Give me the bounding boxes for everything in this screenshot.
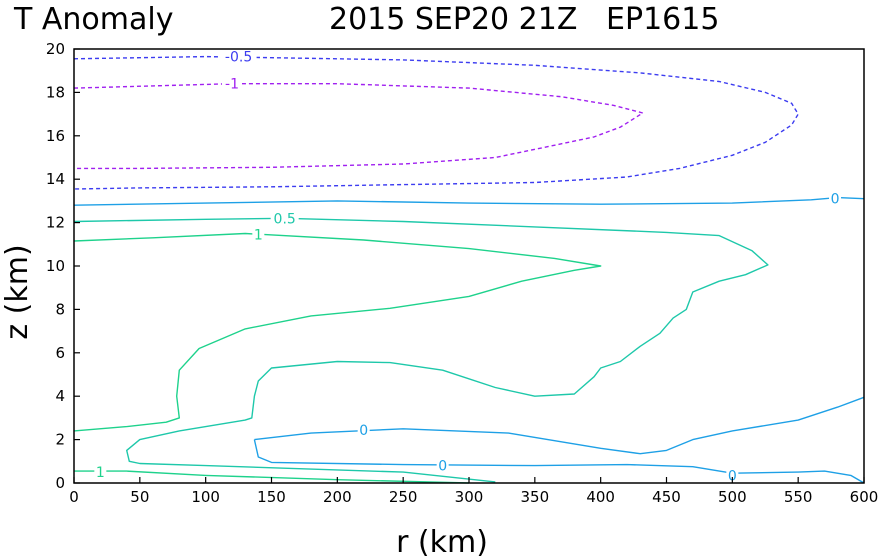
contour-line xyxy=(73,217,769,483)
contour-label-mask xyxy=(94,464,107,481)
y-tick-label: 2 xyxy=(55,431,65,449)
x-tick-label: 400 xyxy=(586,488,615,506)
x-tick-label: 450 xyxy=(652,488,681,506)
x-tick-label: 250 xyxy=(389,488,418,506)
x-axis: 0 50 100 150 200 250 300 350 400 450 500 550 600 xyxy=(69,477,878,506)
contour-label-mask xyxy=(436,457,449,474)
contour-label: 1 xyxy=(96,465,105,481)
contour-label: 0 xyxy=(359,423,368,439)
x-axis-label: r (km) xyxy=(396,525,488,559)
contour-line xyxy=(254,396,865,455)
contour-label-mask xyxy=(357,421,370,438)
x-tick-label: 200 xyxy=(323,488,352,506)
y-axis: 0 2 4 6 8 10 12 14 16 18 20 xyxy=(46,40,80,492)
y-tick-label: 18 xyxy=(46,83,65,101)
contour-label-mask xyxy=(252,226,265,243)
x-tick-label: 300 xyxy=(455,488,484,506)
x-tick-label: 350 xyxy=(521,488,550,506)
x-tick-label: 100 xyxy=(191,488,220,506)
x-tick-label: 50 xyxy=(130,488,149,506)
contour-line xyxy=(253,439,865,484)
contour-label: 1 xyxy=(254,228,263,244)
y-tick-label: 6 xyxy=(55,344,65,362)
y-tick-label: 12 xyxy=(46,214,65,232)
contour-line xyxy=(73,83,644,170)
x-tick-label: 500 xyxy=(718,488,747,506)
y-tick-label: 16 xyxy=(46,127,65,145)
contour-label: 0 xyxy=(831,192,840,208)
contour-label-mask xyxy=(222,75,242,92)
x-tick-label: 0 xyxy=(69,488,79,506)
contour-line xyxy=(73,196,865,206)
y-tick-label: 14 xyxy=(46,170,65,188)
y-tick-label: 8 xyxy=(55,300,65,318)
y-tick-label: 4 xyxy=(55,387,65,405)
contour-label-mask xyxy=(270,210,299,227)
contour-lines: -0.5 -1 0 0.5 1 0 0 0 1 xyxy=(73,48,865,484)
y-axis-label: z (km) xyxy=(0,244,35,339)
contour-label: 0 xyxy=(438,459,447,475)
contour-label-mask xyxy=(829,190,842,207)
x-tick-label: 150 xyxy=(257,488,286,506)
contour-line xyxy=(73,55,799,190)
y-tick-label: 20 xyxy=(46,40,65,58)
plot-frame xyxy=(73,48,865,484)
contour-label: 0.5 xyxy=(274,211,296,227)
contour-label: -0.5 xyxy=(225,50,252,66)
chart-title-right: 2015 SEP20 21Z EP1615 xyxy=(329,2,719,37)
y-tick-label: 0 xyxy=(55,474,65,492)
contour-line xyxy=(73,232,602,432)
contour-label-mask xyxy=(726,467,739,484)
chart-title-left: T Anomaly xyxy=(13,2,173,37)
contour-label: 0 xyxy=(728,468,737,484)
x-tick-label: 550 xyxy=(784,488,813,506)
y-tick-label: 10 xyxy=(46,257,65,275)
contour-label: -1 xyxy=(225,77,239,93)
x-tick-label: 600 xyxy=(850,488,879,506)
contour-label-mask xyxy=(220,48,257,65)
